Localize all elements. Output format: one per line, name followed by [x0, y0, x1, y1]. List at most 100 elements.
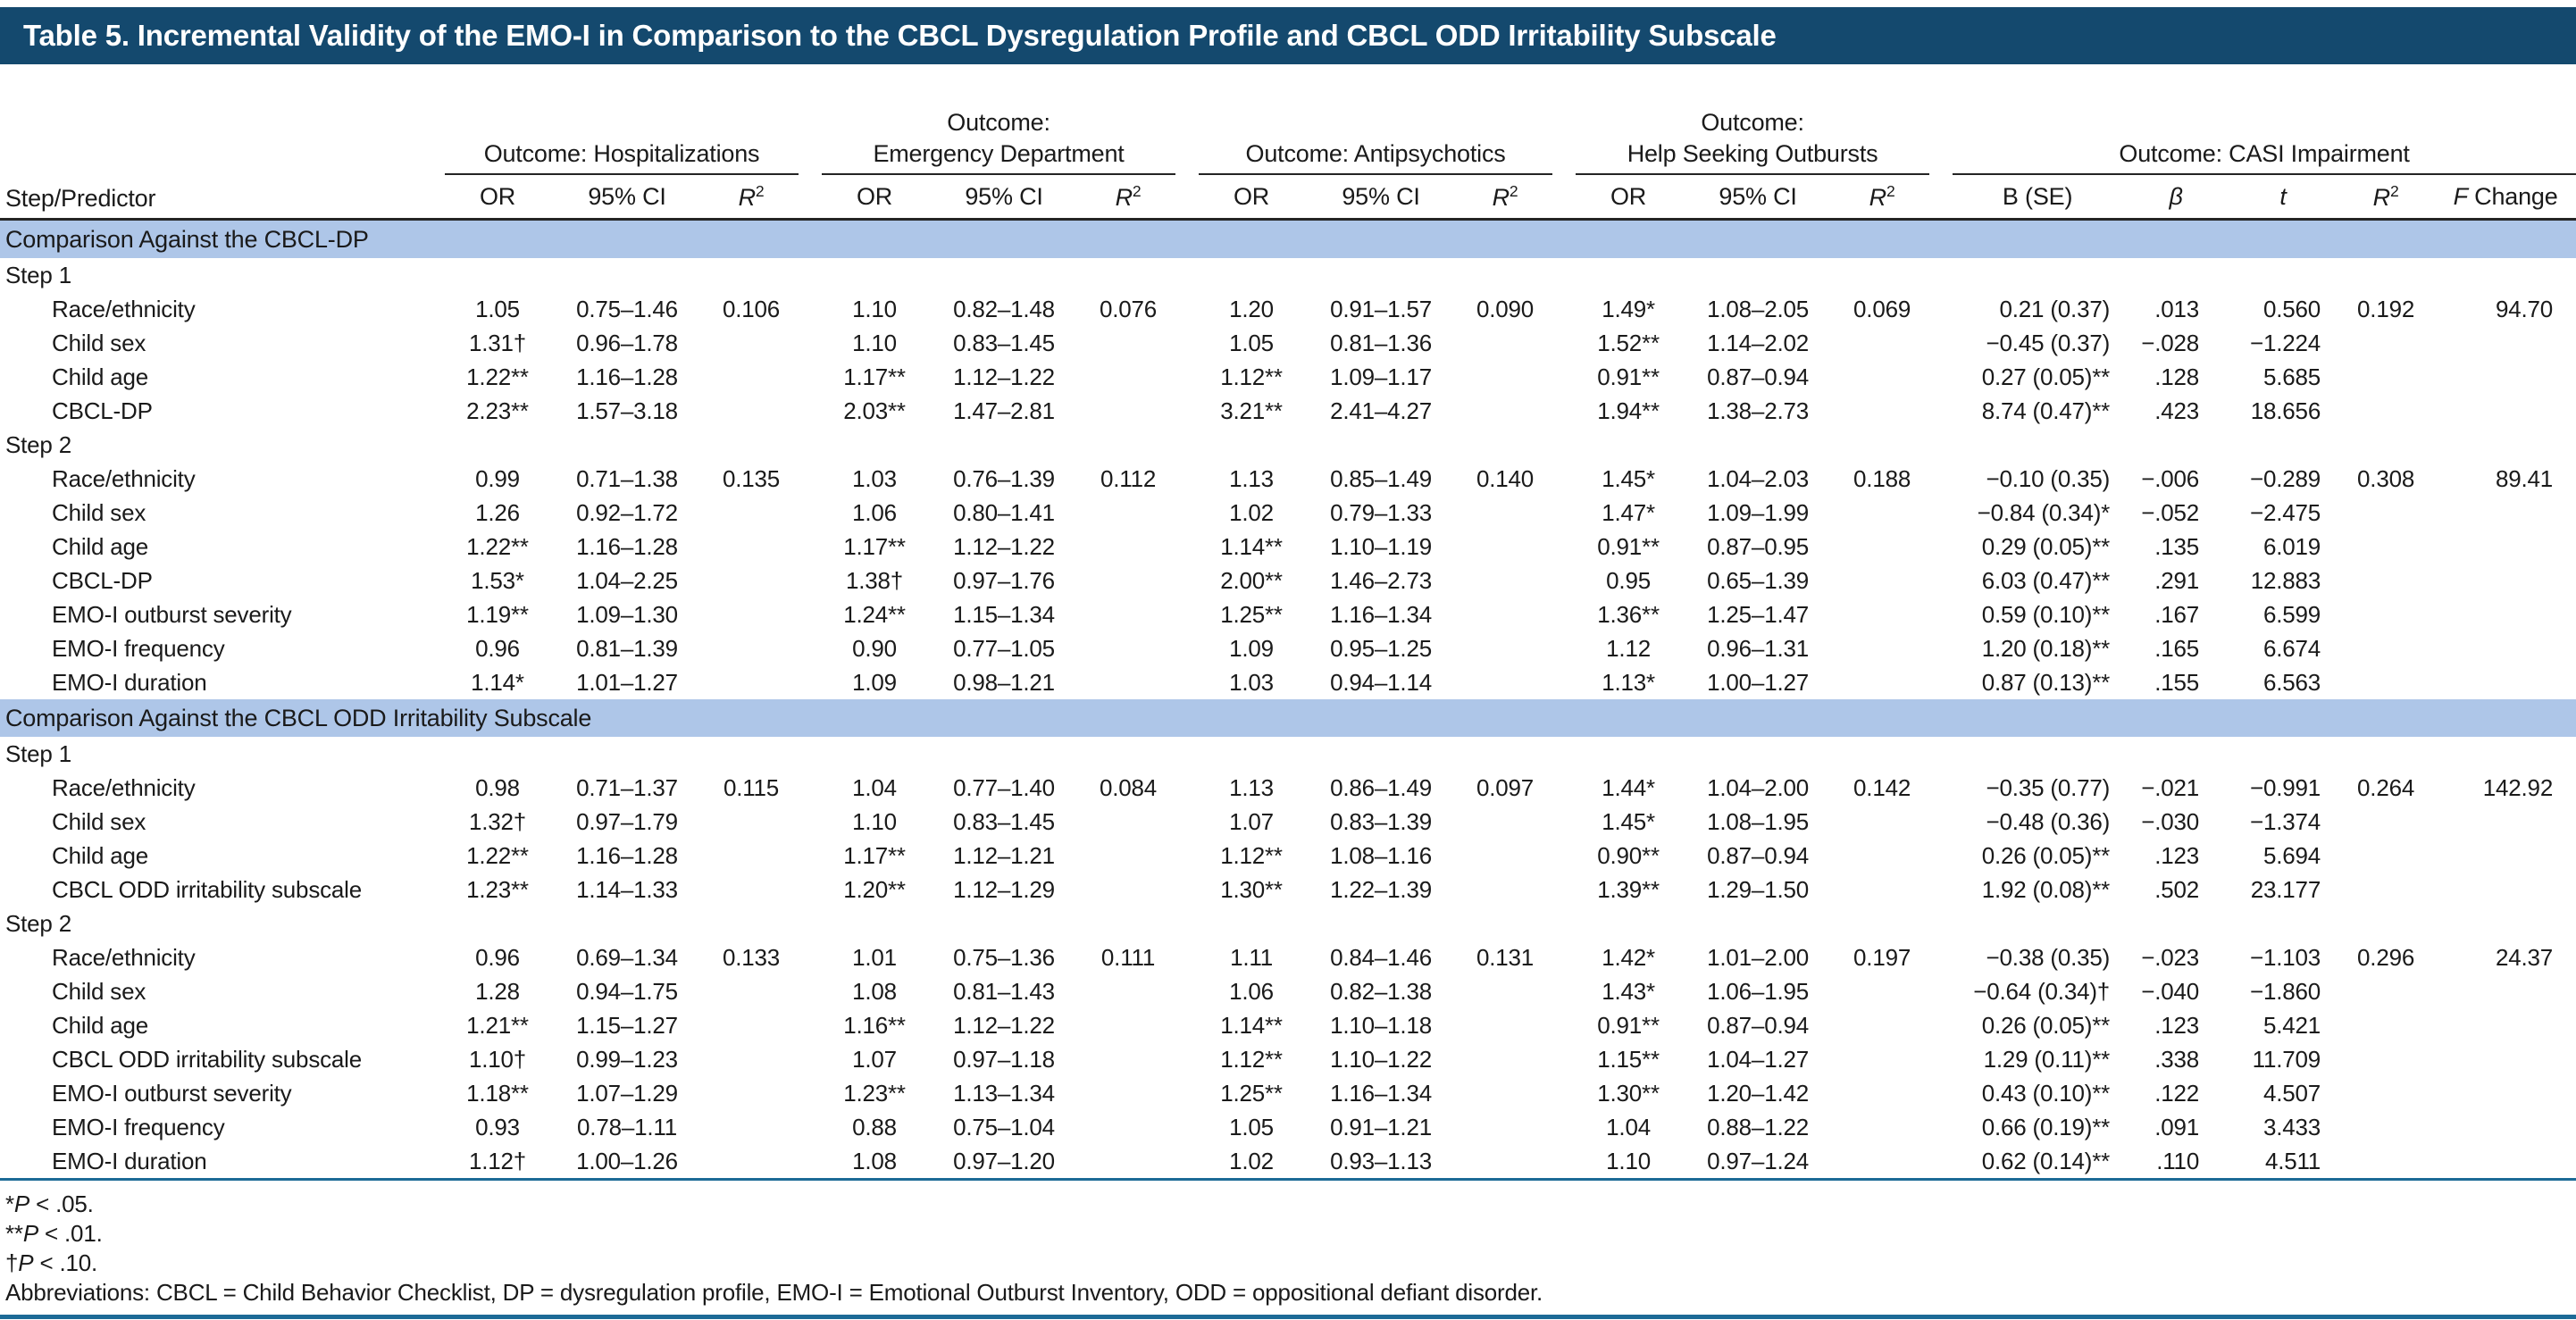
value-cell — [1458, 1110, 1552, 1144]
value-cell: 0.87 (0.13)** — [1981, 668, 2111, 696]
column-header: R2 — [1081, 174, 1176, 221]
cell-spacer — [799, 292, 822, 326]
value-cell — [1835, 1144, 1929, 1180]
value-cell: 0.82–1.38 — [1330, 977, 1432, 1005]
value-cell: 24.37 — [2496, 943, 2554, 971]
value-cell: 1.01–1.27 — [576, 668, 678, 696]
value-cell — [704, 839, 799, 873]
value-cell: .091 — [2154, 1113, 2200, 1140]
table-row: Child sex 1.28 0.94–1.75 1.08 0.81–1.43 1.06 0… — [0, 974, 2576, 1008]
table-title: Table 5. Incremental Validity of the EMO… — [0, 7, 2576, 64]
cell-spacer — [799, 1008, 822, 1042]
predictor-cell: CBCL-DP — [52, 566, 153, 594]
cell-spacer — [1929, 564, 1953, 597]
group-spacer — [1552, 64, 1576, 174]
value-cell: 0.93 — [475, 1113, 520, 1140]
value-cell: 2.03** — [843, 397, 906, 424]
value-cell: −.040 — [2141, 977, 2200, 1005]
value-cell: 1.04 — [852, 773, 897, 801]
value-cell: 1.57–3.18 — [576, 397, 678, 424]
value-cell: 0.87–0.94 — [1707, 841, 1809, 869]
value-cell — [1458, 597, 1552, 631]
table-row: EMO-I duration 1.14* 1.01–1.27 1.09 0.98–1.2… — [0, 665, 2576, 699]
value-cell: 1.13 — [1229, 464, 1274, 492]
cell-spacer — [1175, 665, 1199, 699]
value-cell: 1.08 — [852, 1147, 897, 1174]
value-cell: 1.22–1.39 — [1330, 875, 1432, 903]
value-cell — [1835, 1076, 1929, 1110]
value-cell — [2337, 1110, 2435, 1144]
cell-spacer — [1929, 360, 1953, 394]
value-cell — [1081, 564, 1175, 597]
cell-spacer — [1929, 394, 1953, 428]
cell-spacer — [1929, 1008, 1953, 1042]
value-cell: 1.12† — [468, 1147, 527, 1174]
footnote-line: *P < .05. — [5, 1191, 94, 1217]
cell-spacer — [1552, 873, 1576, 906]
value-cell: .123 — [2154, 1011, 2200, 1039]
footnote-line: **P < .01. — [5, 1220, 103, 1247]
value-cell: 1.07–1.29 — [576, 1079, 678, 1107]
predictor-cell: EMO-I outburst severity — [52, 1079, 292, 1107]
value-cell: 1.20** — [843, 875, 906, 903]
value-cell — [1835, 360, 1929, 394]
value-cell: −.023 — [2141, 943, 2200, 971]
value-cell: 1.08 — [852, 977, 897, 1005]
value-cell: .135 — [2154, 532, 2200, 560]
value-cell — [1458, 873, 1552, 906]
value-cell: 0.94–1.14 — [1330, 668, 1432, 696]
value-cell: 1.10–1.19 — [1330, 532, 1432, 560]
value-cell: 1.10 — [852, 807, 897, 835]
value-cell: 1.10 — [852, 329, 897, 356]
value-cell — [1458, 530, 1552, 564]
value-cell: 1.01–2.00 — [1707, 943, 1809, 971]
value-cell: −0.64 (0.34)† — [1973, 977, 2111, 1005]
value-cell — [1835, 326, 1929, 360]
value-cell: 1.05 — [1229, 329, 1274, 356]
value-cell: 2.41–4.27 — [1330, 397, 1432, 424]
value-cell: 12.883 — [2250, 566, 2321, 594]
predictor-cell: EMO-I frequency — [52, 634, 225, 662]
value-cell — [1081, 974, 1175, 1008]
value-cell: 0.97–1.79 — [576, 807, 678, 835]
table-row: CBCL ODD irritability subscale 1.10† 0.99–… — [0, 1042, 2576, 1076]
cell-spacer — [799, 1144, 822, 1180]
value-cell: 1.20 — [1229, 295, 1274, 322]
value-cell — [1081, 1144, 1175, 1180]
column-header: R2 — [2337, 174, 2436, 221]
footnotes-block: *P < .05. **P < .01. †P < .10. Abbreviation… — [0, 1181, 2576, 1313]
predictor-cell: Race/ethnicity — [52, 773, 196, 801]
cell-spacer — [1929, 631, 1953, 665]
table-row: Race/ethnicity 0.96 0.69–1.34 0.133 1.01 0.75… — [0, 940, 2576, 974]
value-cell — [2435, 839, 2576, 873]
cell-spacer — [1552, 462, 1576, 496]
value-cell: 1.02 — [1229, 498, 1274, 526]
value-cell: −1.860 — [2250, 977, 2321, 1005]
value-cell: 0.87–0.94 — [1707, 363, 1809, 390]
value-cell: 4.507 — [2263, 1079, 2321, 1107]
value-cell: −1.103 — [2250, 943, 2321, 971]
cell-spacer — [1552, 530, 1576, 564]
value-cell — [1458, 360, 1552, 394]
value-cell: 1.31† — [468, 329, 527, 356]
step-predictor-header: Step/Predictor — [0, 64, 445, 221]
cell-spacer — [1929, 665, 1953, 699]
value-cell: 0.75–1.46 — [576, 295, 678, 322]
value-cell: 0.90 — [852, 634, 897, 662]
value-cell: 1.03 — [1229, 668, 1274, 696]
predictor-cell: EMO-I frequency — [52, 1113, 225, 1140]
group-header-help-seeking-outbursts: Outcome: Help Seeking Outbursts — [1576, 64, 1930, 175]
table-row: EMO-I frequency 0.93 0.78–1.11 0.88 0.75–1.0… — [0, 1110, 2576, 1144]
value-cell: 1.22** — [466, 532, 529, 560]
value-cell: 1.07 — [1229, 807, 1274, 835]
group-header-hospitalizations: Outcome: Hospitalizations — [445, 64, 799, 175]
value-cell — [2337, 1008, 2435, 1042]
value-cell: 1.10–1.18 — [1330, 1011, 1432, 1039]
value-cell: 0.82–1.48 — [953, 295, 1055, 322]
value-cell: 0.115 — [723, 773, 780, 801]
value-cell: 1.32† — [468, 807, 527, 835]
cell-spacer — [799, 873, 822, 906]
value-cell — [1081, 1042, 1175, 1076]
value-cell: 1.23** — [843, 1079, 906, 1107]
value-cell: 1.14–1.33 — [576, 875, 678, 903]
